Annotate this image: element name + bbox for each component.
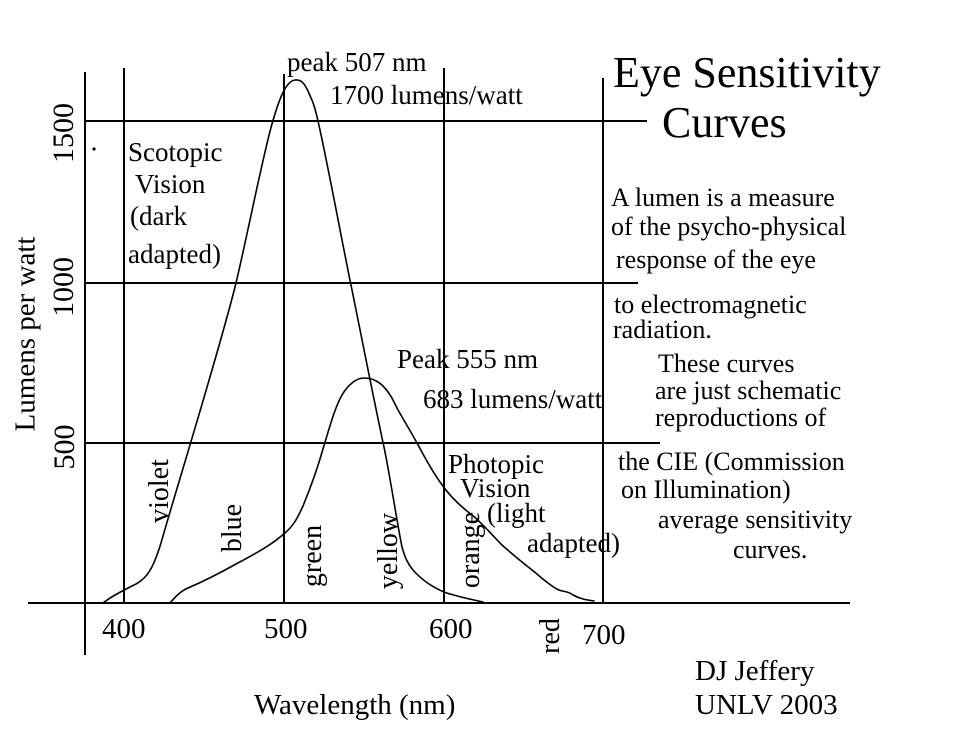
description-line: are just schematic xyxy=(655,376,842,405)
photopic-label-line4: adapted) xyxy=(527,528,620,558)
photopic-curve xyxy=(169,377,595,604)
credit-institution-year: UNLV 2003 xyxy=(695,689,838,721)
scotopic-curve xyxy=(102,79,484,604)
description-line: average sensitivity xyxy=(658,505,853,534)
scotopic-label-line1: Scotopic xyxy=(128,137,223,167)
color-label-yellow: yellow xyxy=(373,512,404,590)
color-label-blue: blue xyxy=(217,503,248,553)
description-line: on Illumination) xyxy=(621,475,791,504)
description-line: the CIE (Commission xyxy=(618,447,845,476)
scotopic-peak-annotation-line2: 1700 lumens/watt xyxy=(330,80,523,110)
photopic-label-line2: Vision xyxy=(460,473,531,503)
photopic-label-line3: (light xyxy=(487,498,546,528)
credit-author: DJ Jeffery xyxy=(695,655,815,687)
description-line: curves. xyxy=(733,535,808,564)
photopic-peak-annotation-line2: 683 lumens/watt xyxy=(423,384,603,414)
color-label-orange: orange xyxy=(455,511,486,589)
y-tick-1000: 1000 xyxy=(47,257,80,317)
description-line: A lumen is a measure xyxy=(611,183,835,212)
scotopic-peak-annotation-line1: peak 507 nm xyxy=(287,47,427,77)
description-line: reproductions of xyxy=(655,403,827,432)
description-line: to electromagnetic xyxy=(614,290,807,319)
photopic-peak-annotation-line1: Peak 555 nm xyxy=(397,344,538,374)
description-line: of the psycho-physical xyxy=(611,212,847,241)
color-label-violet: violet xyxy=(144,459,175,523)
description-line: response of the eye xyxy=(616,245,816,274)
x-tick-600: 600 xyxy=(429,613,473,645)
scotopic-label-line4: adapted) xyxy=(128,239,221,269)
color-label-green: green xyxy=(297,524,328,588)
scotopic-label-line3: (dark xyxy=(130,201,187,231)
stray-dot xyxy=(92,147,96,151)
x-tick-700: 700 xyxy=(582,619,626,651)
description-line: These curves xyxy=(658,349,795,378)
figure-title-line1: Eye Sensitivity xyxy=(613,48,881,97)
description-line: radiation. xyxy=(613,315,712,344)
y-tick-1500: 1500 xyxy=(47,103,80,163)
x-axis-title: Wavelength (nm) xyxy=(254,689,456,721)
figure-title-line2: Curves xyxy=(662,98,787,147)
photopic-label-line1: Photopic xyxy=(448,449,545,479)
x-tick-500: 500 xyxy=(264,613,308,645)
y-tick-500: 500 xyxy=(48,424,81,470)
scotopic-label-line2: Vision xyxy=(135,169,206,199)
x-tick-400: 400 xyxy=(102,613,146,645)
color-label-red: red xyxy=(535,618,566,654)
y-axis-title: Lumens per watt xyxy=(9,236,42,432)
